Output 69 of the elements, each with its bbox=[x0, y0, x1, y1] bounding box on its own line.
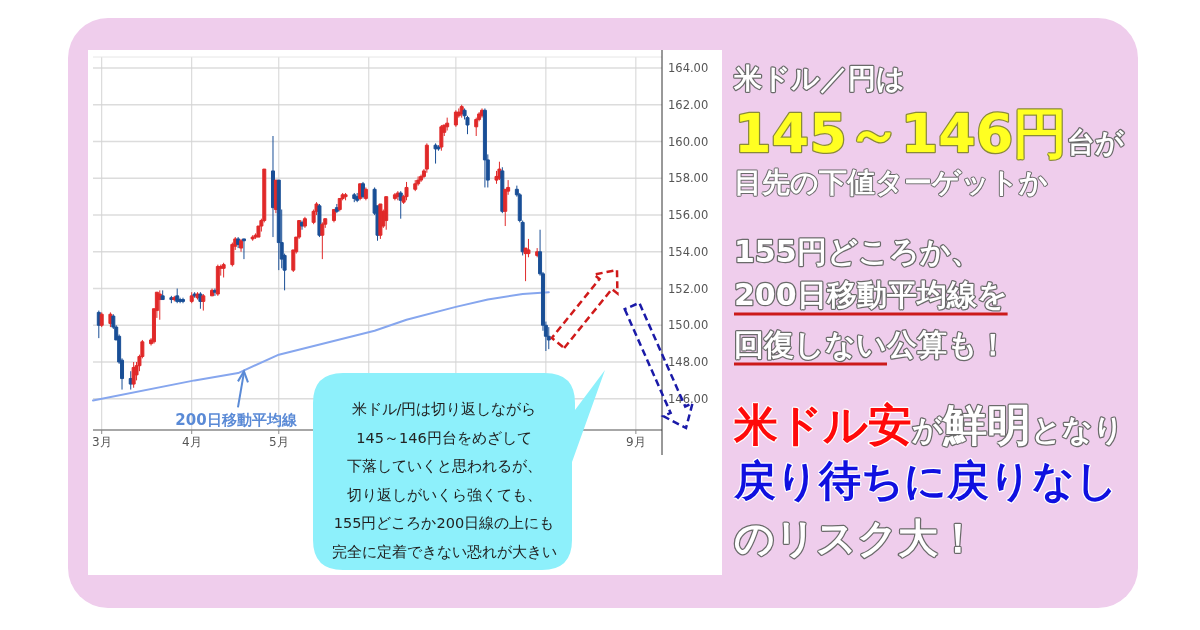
text: 回復しない bbox=[734, 327, 887, 362]
candlestick bbox=[355, 192, 360, 203]
candlestick bbox=[392, 192, 397, 201]
y-tick-label: 146.00 bbox=[668, 391, 709, 406]
text: 米ドル／円は bbox=[733, 62, 905, 95]
text: 目先の下値ターゲットか bbox=[734, 166, 1048, 199]
candlestick bbox=[398, 190, 403, 220]
candlestick bbox=[413, 179, 418, 192]
candlestick bbox=[250, 234, 255, 242]
y-tick-label: 158.00 bbox=[668, 171, 709, 186]
y-tick-label: 162.00 bbox=[668, 97, 709, 112]
text: 切り返しがいくら強くても、 bbox=[346, 486, 542, 503]
x-tick-label: 9月 bbox=[626, 435, 646, 449]
text: 200日移動平均線を bbox=[734, 277, 1008, 312]
candlestick bbox=[433, 142, 438, 165]
text: 公算も！ bbox=[886, 327, 1008, 362]
text: 145～146円 bbox=[734, 102, 1068, 165]
x-tick-label: 4月 bbox=[181, 435, 202, 449]
candlestick bbox=[546, 326, 551, 350]
text: 戻り待ちに戻りなし bbox=[733, 456, 1118, 505]
candlestick bbox=[157, 289, 162, 321]
candlestick bbox=[363, 186, 368, 201]
candlestick bbox=[300, 220, 305, 231]
line-series bbox=[92, 291, 550, 402]
candlestick bbox=[352, 192, 357, 203]
candlestick bbox=[131, 361, 136, 389]
y-tick-label: 160.00 bbox=[668, 134, 709, 149]
text: となり bbox=[1031, 412, 1124, 447]
annotation: 145～146円台をめざして bbox=[356, 429, 532, 446]
candlestick bbox=[404, 181, 409, 201]
candlestick bbox=[239, 238, 244, 253]
candlestick bbox=[270, 135, 275, 238]
candlestick bbox=[201, 293, 206, 312]
text: 155円どころか200日線の上にも bbox=[333, 515, 555, 531]
candlestick bbox=[189, 291, 194, 304]
candlestick bbox=[99, 311, 104, 328]
text: のリスク大！ bbox=[734, 515, 978, 561]
candlestick bbox=[160, 289, 165, 301]
text: 鮮明 bbox=[942, 399, 1031, 450]
annotation: 米ドル/円は切り返しながら bbox=[351, 401, 537, 417]
candlestick bbox=[175, 288, 180, 304]
y-tick-label: 150.00 bbox=[668, 318, 709, 333]
y-tick-label: 164.00 bbox=[668, 61, 709, 76]
candlestick bbox=[192, 291, 197, 299]
text: 155円どころか、 bbox=[734, 234, 981, 269]
candlestick bbox=[198, 291, 203, 310]
text: 完全に定着できない恐れが大きい bbox=[331, 543, 557, 560]
y-tick-label: 152.00 bbox=[668, 281, 709, 296]
candlestick bbox=[416, 175, 421, 187]
candlestick bbox=[221, 262, 226, 278]
y-tick-label: 154.00 bbox=[668, 244, 709, 259]
candlestick bbox=[343, 192, 348, 201]
candlestick bbox=[334, 203, 339, 214]
candlestick bbox=[424, 142, 429, 174]
candlestick bbox=[439, 124, 444, 152]
x-tick-label: 3月 bbox=[91, 435, 112, 449]
candlestick bbox=[453, 109, 458, 128]
x-tick-label: 5月 bbox=[268, 435, 289, 449]
candlestick bbox=[317, 203, 322, 238]
candlestick bbox=[276, 179, 281, 271]
candlestick bbox=[169, 295, 174, 304]
candlestick bbox=[497, 161, 502, 181]
y-tick-label: 148.00 bbox=[668, 355, 709, 370]
annotation: 200日移動平均線 bbox=[175, 411, 298, 430]
candlestick bbox=[320, 221, 325, 260]
text: 米ドル安 bbox=[733, 399, 912, 450]
text: 下落していくと思われるが、 bbox=[346, 458, 542, 474]
y-tick-label: 156.00 bbox=[668, 208, 709, 223]
text: 台が bbox=[1067, 126, 1126, 159]
